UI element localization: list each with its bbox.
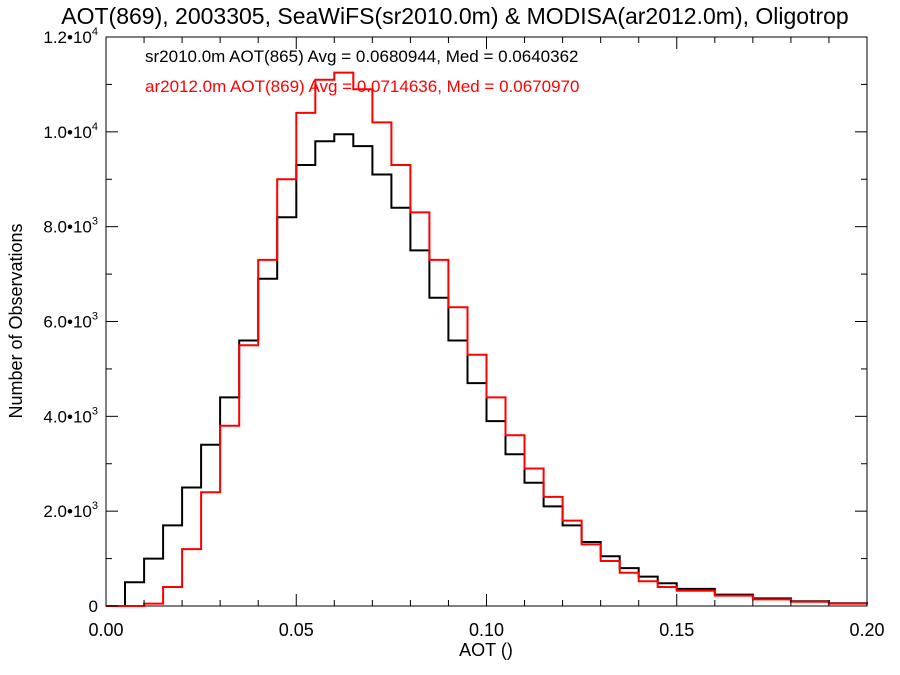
x-tick-label: 0.10	[469, 620, 504, 640]
y-axis-label: Number of Observations	[6, 223, 26, 418]
x-tick-label: 0.15	[659, 620, 694, 640]
x-tick-label: 0.20	[849, 620, 884, 640]
x-axis-ticks: 0.00 0.05 0.10 0.15 0.20	[88, 37, 885, 640]
annotation-sr2010: sr2010.0m AOT(865) Avg = 0.0680944, Med …	[145, 47, 579, 66]
y-tick-label: 0	[89, 597, 98, 616]
series-layer	[106, 71, 868, 607]
x-axis-label: AOT ()	[459, 640, 513, 660]
y-tick-label: 1.0•104	[43, 121, 98, 142]
x-tick-label: 0.00	[88, 620, 123, 640]
annotation-ar2012: ar2012.0m AOT(869) Avg = 0.0714636, Med …	[145, 77, 579, 96]
y-tick-label: 8.0•103	[43, 216, 98, 237]
plot-frame	[105, 36, 868, 607]
y-tick-label: 4.0•103	[43, 405, 98, 426]
y-tick-label: 1.2•104	[43, 26, 98, 47]
x-tick-label: 0.05	[279, 620, 314, 640]
y-tick-label: 6.0•103	[43, 311, 98, 332]
y-tick-label: 2.0•103	[43, 500, 98, 521]
chart-title: AOT(869), 2003305, SeaWiFS(sr2010.0m) & …	[61, 3, 848, 29]
series-line-1	[106, 71, 868, 607]
y-axis-ticks: 0 2.0•103 4.0•103 6.0•103 8.0•103 1.0•104 1.2•…	[43, 26, 867, 616]
